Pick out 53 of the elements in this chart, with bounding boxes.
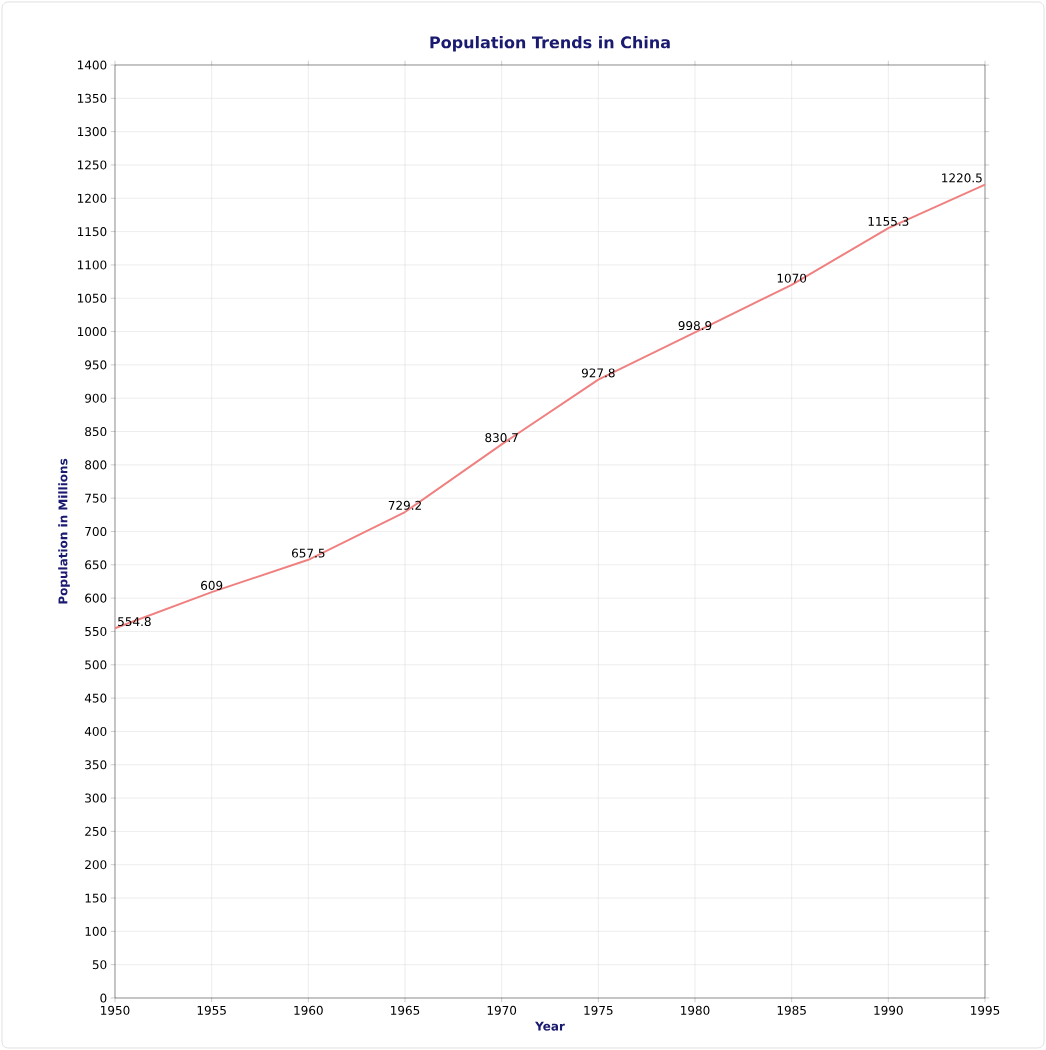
data-label: 729.2 bbox=[388, 500, 421, 510]
y-tick-label: 350 bbox=[85, 760, 107, 770]
y-tick-label: 750 bbox=[85, 493, 107, 503]
y-tick-label: 1400 bbox=[77, 60, 107, 70]
y-tick-label: 950 bbox=[85, 360, 107, 370]
data-label: 657.5 bbox=[291, 548, 325, 558]
y-tick-label: 50 bbox=[92, 960, 107, 970]
data-label: 927.8 bbox=[581, 368, 615, 378]
x-tick-label: 1985 bbox=[777, 1005, 806, 1015]
x-tick-label: 1990 bbox=[874, 1005, 903, 1015]
y-tick-label: 1200 bbox=[77, 193, 107, 203]
data-label: 998.9 bbox=[678, 321, 712, 331]
x-axis-title: Year bbox=[535, 1021, 565, 1031]
x-tick-label: 1965 bbox=[391, 1005, 420, 1015]
y-tick-label: 1150 bbox=[77, 227, 107, 237]
y-tick-label: 1000 bbox=[77, 327, 107, 337]
data-label: 1070 bbox=[777, 273, 807, 283]
y-tick-label: 550 bbox=[85, 626, 107, 636]
y-tick-label: 1350 bbox=[77, 93, 107, 103]
y-tick-label: 1250 bbox=[77, 160, 107, 170]
y-tick-label: 400 bbox=[84, 726, 107, 736]
x-tick-label: 1960 bbox=[294, 1005, 323, 1015]
x-tick-label: 1980 bbox=[681, 1005, 710, 1015]
y-tick-label: 0 bbox=[100, 993, 107, 1003]
line-series bbox=[114, 183, 986, 630]
chart-title: Population Trends in China bbox=[430, 35, 670, 52]
y-tick-label: 250 bbox=[85, 826, 107, 836]
y-tick-label: 650 bbox=[85, 560, 107, 570]
y-tick-label: 500 bbox=[85, 660, 107, 670]
data-label: 830.7 bbox=[485, 433, 518, 443]
y-tick-label: 100 bbox=[85, 926, 107, 936]
y-tick-label: 1300 bbox=[77, 127, 107, 137]
data-label: 554.8 bbox=[118, 616, 151, 627]
y-tick-label: 200 bbox=[85, 860, 107, 870]
x-tick-label: 1995 bbox=[971, 1005, 1000, 1015]
y-tick-label: 1050 bbox=[77, 293, 107, 303]
y-tick-label: 700 bbox=[85, 526, 107, 537]
x-tick-label: 1955 bbox=[197, 1005, 226, 1015]
x-tick-label: 1950 bbox=[101, 1005, 130, 1015]
y-tick-label: 450 bbox=[84, 693, 107, 703]
y-tick-label: 1100 bbox=[77, 260, 107, 270]
y-tick-label: 150 bbox=[85, 893, 107, 903]
y-tick-label: 900 bbox=[85, 393, 107, 403]
y-tick-label: 800 bbox=[85, 460, 107, 470]
data-label: 1155.3 bbox=[868, 216, 909, 226]
y-tick-label: 300 bbox=[85, 793, 107, 803]
y-axis-title: Population in Millions bbox=[58, 458, 70, 604]
data-label: 1220.5 bbox=[942, 173, 982, 183]
data-label: 609 bbox=[201, 580, 223, 590]
y-tick-label: 600 bbox=[85, 593, 107, 603]
x-tick-label: 1975 bbox=[584, 1005, 613, 1015]
y-tick-label: 850 bbox=[85, 426, 107, 437]
x-tick-label: 1970 bbox=[487, 1005, 517, 1015]
